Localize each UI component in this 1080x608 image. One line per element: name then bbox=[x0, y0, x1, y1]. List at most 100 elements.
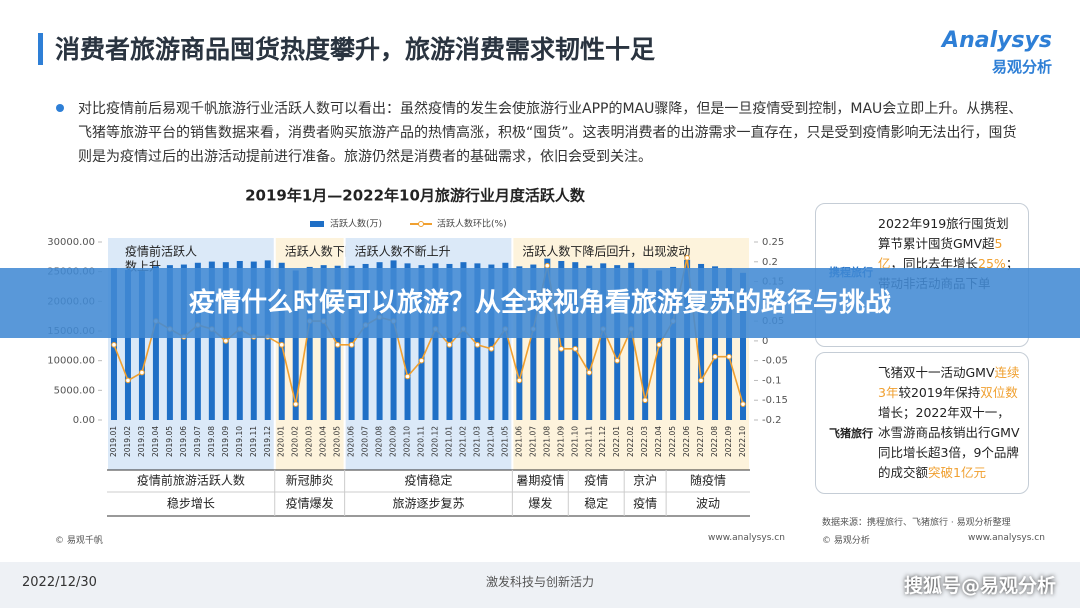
y2-tick-label: 0.2 bbox=[762, 257, 778, 268]
x-tick-label: 2019.06 bbox=[179, 426, 188, 457]
x-tick-label: 2021.04 bbox=[486, 426, 495, 457]
bar bbox=[740, 272, 747, 420]
line-point bbox=[558, 346, 565, 352]
x-tick-label: 2020.05 bbox=[333, 426, 342, 457]
bar bbox=[600, 263, 607, 420]
bar bbox=[292, 270, 299, 420]
y-tick-label: 10000.00 bbox=[47, 356, 95, 367]
x-tick-label: 2019.11 bbox=[249, 426, 258, 457]
line-point bbox=[656, 342, 662, 348]
x-tick-label: 2021.01 bbox=[444, 426, 453, 457]
x-tick-label: 2019.09 bbox=[221, 426, 230, 457]
card: 飞猪双十一活动GMV连续3年较2019年保持双位数增长；2022年双十一，冰雪游… bbox=[815, 352, 1029, 494]
bar bbox=[376, 262, 383, 420]
bar bbox=[166, 265, 173, 420]
x-tick-label: 2019.05 bbox=[165, 426, 174, 457]
bar bbox=[530, 264, 537, 420]
bar bbox=[572, 262, 579, 420]
x-tick-label: 2021.09 bbox=[556, 426, 565, 457]
x-tick-label: 2020.04 bbox=[319, 426, 328, 457]
phase-top: 暑期疫情 bbox=[516, 473, 564, 488]
bar bbox=[712, 266, 719, 420]
phase-bottom: 疫情 bbox=[633, 496, 657, 511]
bar bbox=[180, 264, 187, 420]
card-segment: 25% bbox=[978, 256, 1006, 271]
site: www.analysys.cn bbox=[968, 533, 1045, 543]
x-tick-label: 2019.02 bbox=[123, 426, 132, 457]
card-brand: 飞猪旅行 bbox=[829, 427, 873, 440]
x-tick-label: 2021.12 bbox=[598, 426, 607, 457]
phase-top: 新冠肺炎 bbox=[286, 473, 334, 488]
x-tick-label: 2019.08 bbox=[207, 426, 216, 457]
bar bbox=[614, 265, 621, 420]
x-tick-label: 2019.12 bbox=[263, 426, 272, 457]
card-segment: 双位数 bbox=[980, 385, 1018, 400]
banner: 疫情什么时候可以旅游？从全球视角看旅游复苏的路径与挑战 bbox=[0, 268, 1080, 338]
line-point bbox=[446, 342, 453, 348]
line-point bbox=[572, 346, 579, 352]
line-point bbox=[712, 353, 718, 360]
line-point bbox=[111, 342, 117, 348]
phase-bottom: 爆发 bbox=[528, 496, 552, 511]
bar bbox=[558, 260, 565, 420]
x-tick-label: 2022.08 bbox=[710, 426, 719, 457]
phase-top: 疫情稳定 bbox=[404, 473, 452, 488]
phase-bottom: 疫情爆发 bbox=[286, 496, 334, 511]
legend-label: 活跃人数(万) bbox=[330, 218, 382, 230]
x-tick-label: 2020.02 bbox=[291, 426, 300, 457]
date: 2022/12/30 bbox=[22, 575, 97, 590]
phase-top: 京沪 bbox=[633, 474, 657, 488]
intro: 对比疫情前后易观千帆旅游行业活跃人数可以看出：虽然疫情的发生会使旅游行业APP的… bbox=[78, 101, 1023, 165]
x-tick-label: 2019.03 bbox=[137, 426, 146, 457]
line-point bbox=[139, 369, 145, 376]
card-segment: 突破1亿元 bbox=[928, 465, 986, 480]
line-point bbox=[348, 342, 355, 348]
line-point bbox=[125, 377, 131, 384]
line-point bbox=[698, 377, 704, 384]
line-point bbox=[292, 401, 299, 407]
bar bbox=[264, 260, 271, 420]
x-tick-label: 2022.01 bbox=[612, 426, 621, 457]
y2-tick-label: -0.15 bbox=[762, 395, 788, 406]
bar bbox=[488, 264, 495, 420]
bar bbox=[306, 266, 313, 420]
bar bbox=[390, 260, 397, 420]
y-tick-label: 30000.00 bbox=[47, 237, 95, 248]
x-tick-label: 2021.05 bbox=[500, 426, 509, 457]
legend-swatch bbox=[418, 221, 424, 227]
footer-strip bbox=[0, 562, 1080, 608]
bar bbox=[432, 263, 439, 420]
x-tick-label: 2020.03 bbox=[305, 426, 314, 457]
y-tick-label: 0.00 bbox=[73, 415, 95, 426]
line-point bbox=[516, 377, 523, 384]
card-segment: 5亿 bbox=[878, 236, 1003, 271]
bar bbox=[208, 261, 215, 420]
bar bbox=[698, 263, 705, 420]
line-point bbox=[418, 357, 425, 364]
card-segment: 较2019年保持 bbox=[898, 385, 981, 400]
line-point bbox=[642, 397, 648, 404]
card-segment: 连续3年 bbox=[878, 365, 1020, 400]
y-tick-label: 5000.00 bbox=[54, 385, 95, 396]
legend-label: 活跃人数环比(%) bbox=[437, 218, 507, 230]
bar bbox=[586, 265, 593, 420]
line-point bbox=[278, 342, 285, 348]
x-tick-label: 2022.02 bbox=[626, 426, 635, 457]
x-tick-label: 2019.04 bbox=[151, 426, 160, 457]
line-point bbox=[474, 342, 481, 348]
x-tick-label: 2021.08 bbox=[542, 426, 551, 457]
x-tick-label: 2021.03 bbox=[472, 426, 481, 457]
x-tick-label: 2021.02 bbox=[458, 426, 467, 457]
bar bbox=[446, 263, 453, 420]
logo-cn: 易观分析 bbox=[991, 58, 1052, 76]
y2-tick-label: -0.05 bbox=[762, 356, 788, 367]
line-point bbox=[404, 373, 411, 380]
bar bbox=[642, 269, 649, 420]
copyright: © 易观分析 bbox=[822, 536, 870, 546]
line-point bbox=[740, 401, 746, 407]
bar bbox=[124, 269, 131, 420]
line-point bbox=[223, 338, 229, 344]
bar bbox=[516, 266, 523, 420]
x-tick-label: 2022.04 bbox=[654, 426, 663, 457]
x-tick-label: 2020.10 bbox=[403, 426, 412, 457]
